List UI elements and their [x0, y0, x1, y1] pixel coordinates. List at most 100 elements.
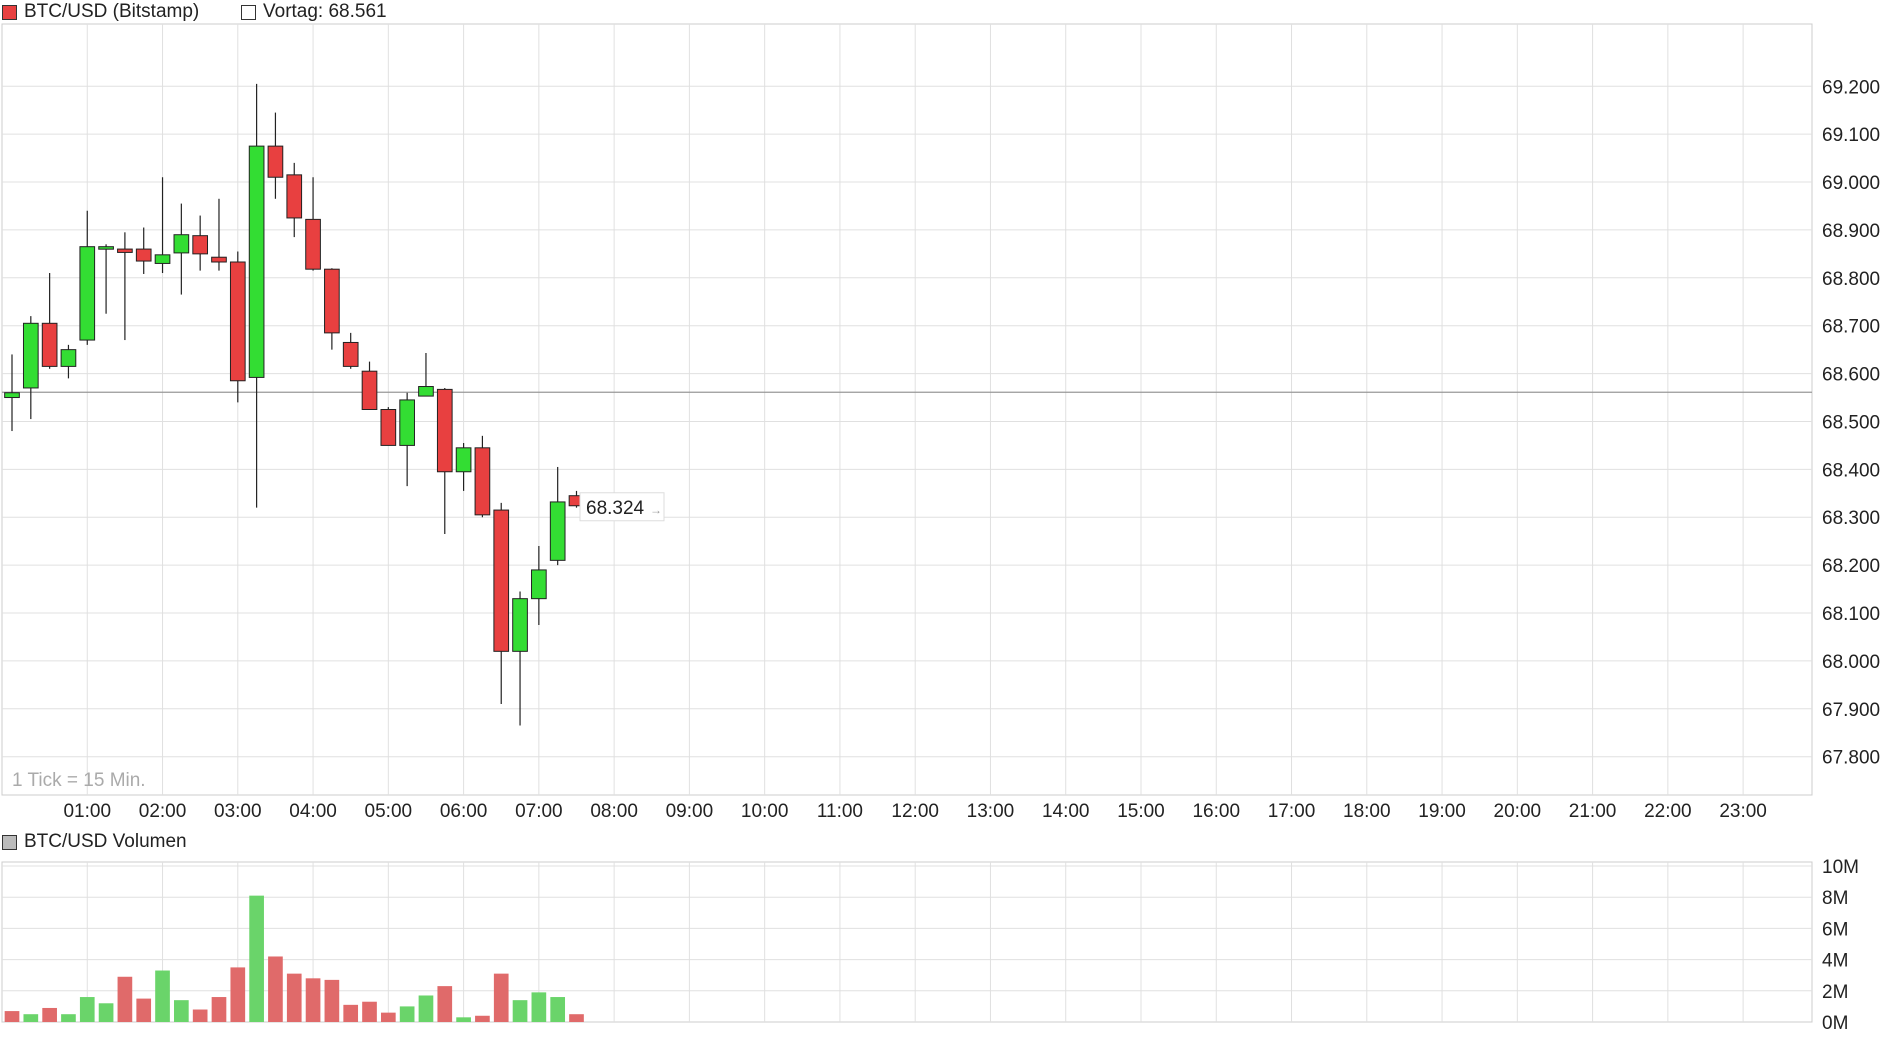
volume-plot-frame	[1, 861, 1813, 1023]
time-tick-label: 10:00	[741, 801, 789, 822]
volume-tick-label: 4M	[1822, 951, 1848, 972]
time-tick-label: 07:00	[515, 801, 563, 822]
volume-bars	[4, 895, 584, 1022]
volume-bar	[42, 1007, 57, 1022]
price-grid	[1, 23, 1813, 796]
time-tick-label: 05:00	[365, 801, 413, 822]
price-tick-label: 68.400	[1822, 460, 1880, 481]
volume-bar	[324, 979, 340, 1022]
volume-bar	[512, 1000, 528, 1022]
price-tick-label: 69.200	[1822, 77, 1880, 98]
prev-close-legend: Vortag: 68.561	[241, 1, 387, 23]
volume-legend-swatch	[2, 834, 17, 850]
candle-up	[79, 246, 96, 341]
candle-up	[22, 322, 39, 389]
time-tick-label: 15:00	[1117, 801, 1165, 822]
time-tick-label: 20:00	[1494, 801, 1542, 822]
time-tick-label: 19:00	[1418, 801, 1466, 822]
time-tick-label: 02:00	[139, 801, 187, 822]
price-tick-label: 69.100	[1822, 125, 1880, 146]
candle-down	[192, 235, 209, 255]
candle-up	[418, 386, 434, 397]
candle-up	[549, 501, 566, 561]
volume-bar	[305, 978, 321, 1022]
volume-bar	[155, 970, 170, 1022]
candle-down	[305, 218, 321, 270]
volume-tick-label: 10M	[1822, 857, 1859, 878]
candle-down	[267, 145, 284, 178]
time-tick-label: 03:00	[214, 801, 262, 822]
volume-bar	[531, 992, 547, 1022]
tick-interval-note: 1 Tick = 15 Min.	[12, 770, 146, 791]
last-price-value: 68.324	[586, 498, 645, 519]
time-tick-label: 13:00	[967, 801, 1015, 822]
volume-bar	[211, 997, 227, 1022]
time-tick-label: 09:00	[666, 801, 714, 822]
candle-down	[324, 268, 340, 334]
volume-bar	[493, 973, 509, 1022]
time-tick-label: 22:00	[1644, 801, 1692, 822]
price-tick-label: 68.600	[1822, 365, 1880, 386]
candle-up	[531, 569, 547, 600]
candle-up	[512, 598, 528, 652]
price-tick-label: 68.700	[1822, 317, 1880, 338]
volume-tick-label: 8M	[1822, 888, 1848, 909]
volume-bar	[249, 895, 264, 1022]
time-tick-label: 16:00	[1192, 801, 1240, 822]
volume-tick-label: 6M	[1822, 919, 1848, 940]
volume-tick-label: 2M	[1822, 982, 1848, 1003]
price-tick-label: 67.800	[1822, 748, 1880, 769]
time-tick-label: 23:00	[1719, 801, 1767, 822]
prev-close-label: Vortag: 68.561	[263, 1, 387, 22]
volume-axis-labels: 10M 8M 6M 4M 2M 0M	[1822, 857, 1859, 1034]
volume-bar	[23, 1014, 39, 1022]
volume-bar	[4, 1011, 20, 1022]
candle-up	[399, 399, 415, 446]
volume-bar	[437, 986, 453, 1022]
candles	[4, 83, 585, 726]
volume-bar	[192, 1009, 208, 1022]
candle-up	[60, 349, 77, 367]
candle-up	[248, 145, 265, 378]
price-tick-label: 68.000	[1822, 652, 1880, 673]
prev-close-swatch	[241, 4, 256, 20]
time-tick-label: 08:00	[590, 801, 638, 822]
candle-down	[286, 174, 303, 219]
candle-down	[436, 388, 453, 473]
price-plot-frame	[1, 23, 1813, 796]
volume-tick-label: 0M	[1822, 1013, 1848, 1034]
time-tick-label: 04:00	[289, 801, 337, 822]
candle-down	[361, 370, 378, 411]
candle-up	[154, 254, 171, 264]
time-tick-label: 01:00	[63, 801, 111, 822]
volume-bar	[230, 967, 246, 1022]
volume-bar	[475, 1015, 490, 1022]
price-legend-label: BTC/USD (Bitstamp)	[24, 1, 200, 22]
candle-down	[474, 447, 491, 516]
last-price-box	[579, 492, 665, 522]
volume-bar	[136, 998, 152, 1022]
volume-bar	[569, 1014, 584, 1022]
volume-legend-label: BTC/USD Volumen	[24, 831, 187, 852]
price-legend-swatch	[2, 4, 17, 20]
time-tick-label: 17:00	[1268, 801, 1316, 822]
candle-up	[4, 392, 20, 399]
volume-bar	[343, 1004, 359, 1022]
volume-bar	[79, 997, 95, 1022]
price-tick-label: 69.000	[1822, 173, 1880, 194]
volume-bar	[286, 973, 302, 1022]
volume-bar	[362, 1001, 377, 1022]
time-tick-label: 18:00	[1343, 801, 1391, 822]
candle-down	[380, 409, 397, 446]
volume-bar	[418, 995, 434, 1022]
time-tick-label: 06:00	[440, 801, 488, 822]
candle-down	[117, 248, 133, 253]
price-tick-label: 67.900	[1822, 700, 1880, 721]
price-tick-label: 68.900	[1822, 221, 1880, 242]
price-tick-label: 68.800	[1822, 269, 1880, 290]
volume-bar	[380, 1012, 396, 1022]
price-tick-label: 68.100	[1822, 604, 1880, 625]
time-tick-label: 12:00	[891, 801, 939, 822]
